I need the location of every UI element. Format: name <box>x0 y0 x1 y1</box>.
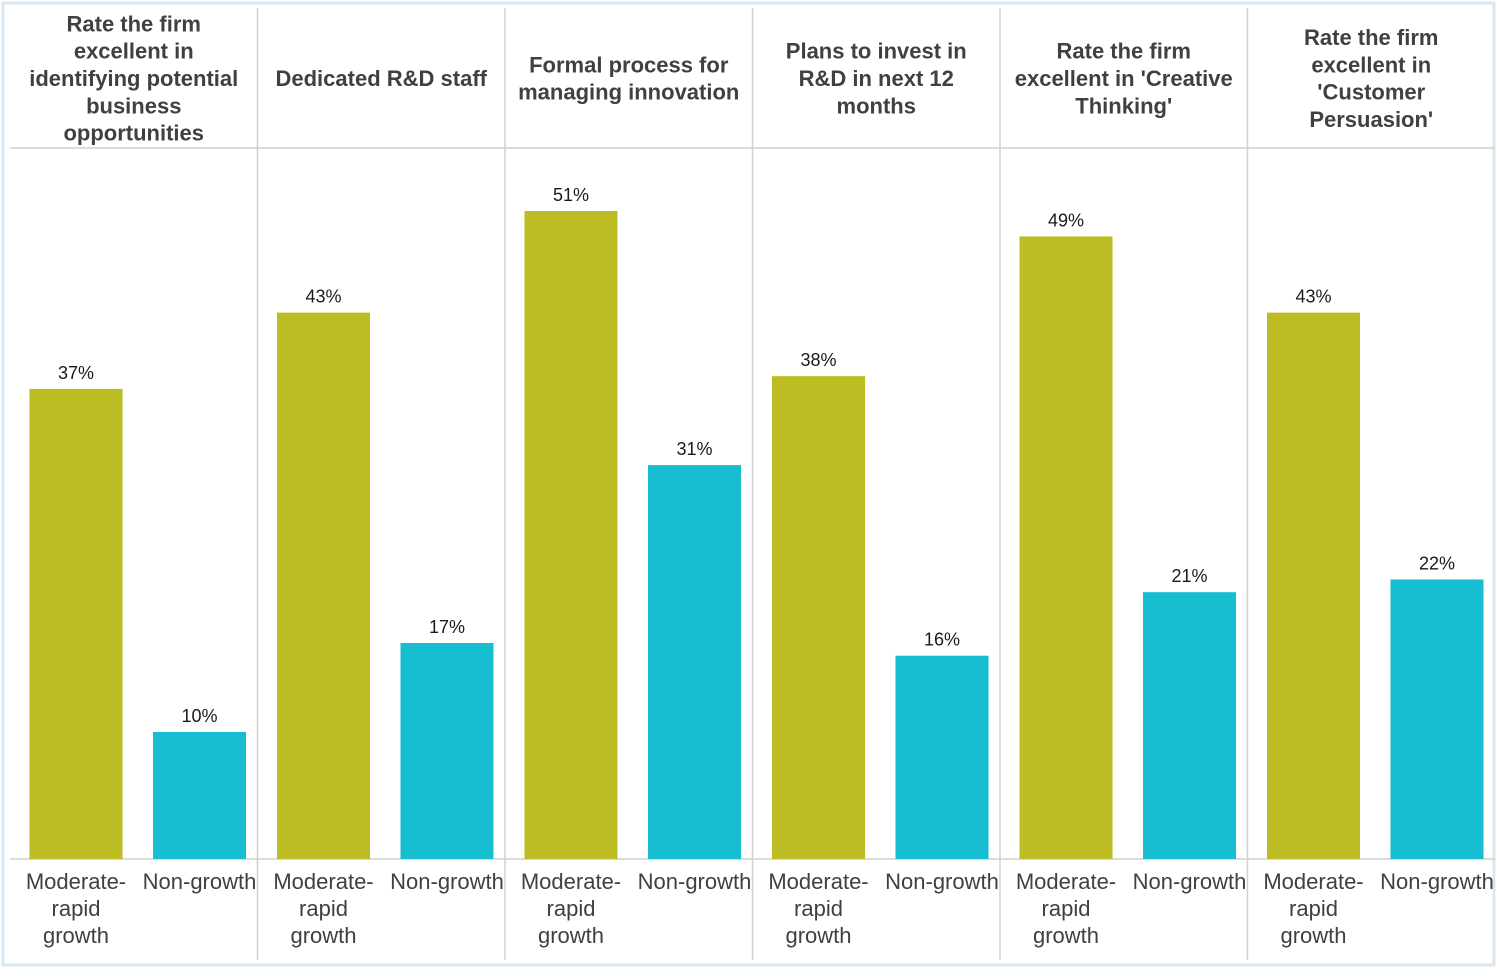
bar <box>29 388 123 859</box>
category-label: Non-growth <box>1380 869 1494 894</box>
bar <box>1143 592 1236 859</box>
bar <box>648 465 741 859</box>
category-label: Moderate-rapid growth <box>273 869 373 948</box>
bar-value-label: 31% <box>676 439 712 459</box>
bar <box>153 731 246 859</box>
bar <box>895 655 989 859</box>
bar-value-label: 10% <box>181 706 217 726</box>
panel-title: Formal process for managing innovation <box>518 52 739 104</box>
category-label: Non-growth <box>885 869 999 894</box>
bar-value-label: 21% <box>1171 566 1207 586</box>
bar <box>772 376 865 859</box>
bar-value-label: 43% <box>1295 287 1331 307</box>
category-label: Non-growth <box>143 869 257 894</box>
bar <box>1267 312 1360 859</box>
category-label: Non-growth <box>638 869 752 894</box>
bar-value-label: 37% <box>58 363 94 383</box>
category-label: Moderate-rapid growth <box>521 869 621 948</box>
category-label: Non-growth <box>1133 869 1247 894</box>
category-label: Moderate-rapid growth <box>768 869 868 948</box>
panel-title: Plans to invest in R&D in next 12 months <box>786 39 967 119</box>
bar <box>1019 236 1113 860</box>
bar <box>277 312 370 859</box>
bar-value-label: 49% <box>1048 210 1084 230</box>
bar-value-label: 38% <box>800 350 836 370</box>
bar <box>524 211 618 859</box>
category-label: Moderate-rapid growth <box>1016 869 1116 948</box>
panel-title: Rate the firm excellent in 'Customer Persua… <box>1304 25 1438 132</box>
bar-value-label: 51% <box>553 185 589 205</box>
bar-value-label: 16% <box>924 630 960 650</box>
bar-value-label: 43% <box>305 287 341 307</box>
panel-title: Rate the firm excellent in 'Creative Think… <box>1015 39 1233 119</box>
category-label: Moderate-rapid growth <box>1263 869 1363 948</box>
category-label: Moderate-rapid growth <box>26 869 126 948</box>
bar-value-label: 17% <box>429 617 465 637</box>
bar-value-label: 22% <box>1419 553 1455 573</box>
category-label: Non-growth <box>390 869 504 894</box>
bar <box>400 643 494 859</box>
panel-title: Rate the firm excellent in identifying pot… <box>29 11 238 145</box>
panel-title: Dedicated R&D staff <box>276 66 488 91</box>
bar <box>1390 579 1484 859</box>
